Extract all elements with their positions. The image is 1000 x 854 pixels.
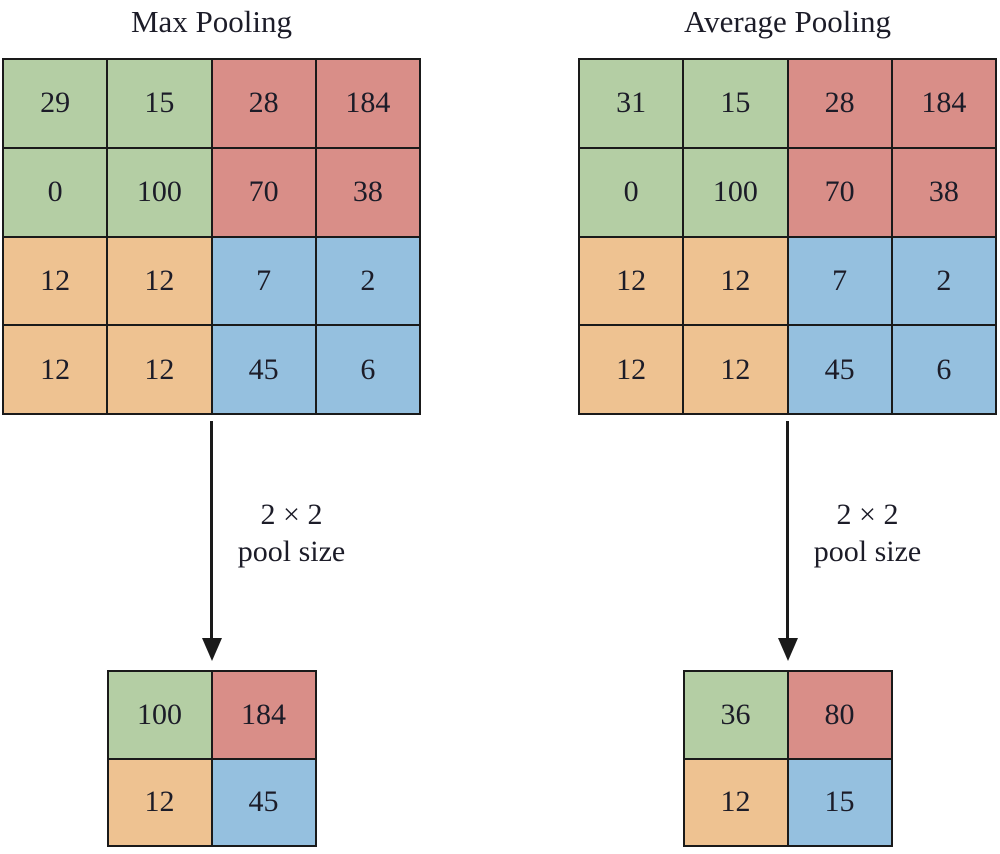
grid-cell: 80 xyxy=(787,671,892,759)
grid-cell: 38 xyxy=(315,147,420,237)
arrow-head xyxy=(201,638,222,661)
grid-cell: 12 xyxy=(683,758,788,846)
input-grid-average: 31 15 28 184 0 100 70 38 12 12 7 2 12 12 45 6 xyxy=(578,58,997,415)
grid-cell: 0 xyxy=(3,147,108,237)
grid-cell: 6 xyxy=(891,325,996,414)
grid-cell: 45 xyxy=(787,325,892,414)
grid-cell: 100 xyxy=(107,671,212,759)
arrow-line xyxy=(786,421,789,638)
pool-size-label-max: 2 × 2 pool size xyxy=(231,496,353,570)
grid-cell: 2 xyxy=(315,236,420,326)
grid-cell: 12 xyxy=(579,236,684,326)
grid-cell: 2 xyxy=(891,236,996,326)
grid-cell: 28 xyxy=(787,59,892,148)
panel-title-average: Average Pooling xyxy=(684,4,891,39)
down-arrow-icon xyxy=(201,421,222,661)
grid-cell: 28 xyxy=(211,59,316,148)
grid-cell: 12 xyxy=(107,325,212,414)
grid-cell: 12 xyxy=(107,758,212,846)
grid-cell: 15 xyxy=(787,758,892,846)
grid-cell: 0 xyxy=(579,147,684,237)
output-grid-average: 36 80 12 15 xyxy=(682,670,893,847)
grid-cell: 12 xyxy=(107,236,212,326)
grid-cell: 15 xyxy=(107,59,212,148)
pool-size-line2: pool size xyxy=(237,535,346,568)
max-pooling-panel: Max Pooling 29 15 28 184 0 100 70 38 12 12 7 2 12 12 4… xyxy=(2,0,421,854)
pool-size-line1: 2 × 2 xyxy=(836,498,899,531)
output-grid-max: 100 184 12 45 xyxy=(106,670,317,847)
grid-cell: 100 xyxy=(683,147,788,237)
grid-cell: 15 xyxy=(683,59,788,148)
average-pooling-panel: Average Pooling 31 15 28 184 0 100 70 38 12 12 7 2 1… xyxy=(578,0,997,854)
grid-cell: 7 xyxy=(787,236,892,326)
grid-cell: 45 xyxy=(211,758,316,846)
grid-cell: 184 xyxy=(211,671,316,759)
grid-cell: 70 xyxy=(787,147,892,237)
grid-cell: 45 xyxy=(211,325,316,414)
input-grid-max: 29 15 28 184 0 100 70 38 12 12 7 2 12 12 45 6 xyxy=(2,58,421,415)
arrow-head xyxy=(777,638,798,661)
grid-cell: 184 xyxy=(891,59,996,148)
grid-cell: 12 xyxy=(683,236,788,326)
grid-cell: 38 xyxy=(891,147,996,237)
grid-cell: 70 xyxy=(211,147,316,237)
grid-cell: 12 xyxy=(579,325,684,414)
down-arrow-icon xyxy=(777,421,798,661)
arrow-line xyxy=(210,421,213,638)
grid-cell: 36 xyxy=(683,671,788,759)
grid-cell: 7 xyxy=(211,236,316,326)
pool-size-line1: 2 × 2 xyxy=(260,498,323,531)
grid-cell: 29 xyxy=(3,59,108,148)
panel-title-max: Max Pooling xyxy=(130,4,293,39)
grid-cell: 31 xyxy=(579,59,684,148)
pool-size-label-average: 2 × 2 pool size xyxy=(807,496,929,570)
pool-size-line2: pool size xyxy=(813,535,922,568)
grid-cell: 100 xyxy=(107,147,212,237)
grid-cell: 12 xyxy=(3,325,108,414)
grid-cell: 12 xyxy=(683,325,788,414)
grid-cell: 184 xyxy=(315,59,420,148)
grid-cell: 6 xyxy=(315,325,420,414)
grid-cell: 12 xyxy=(3,236,108,326)
